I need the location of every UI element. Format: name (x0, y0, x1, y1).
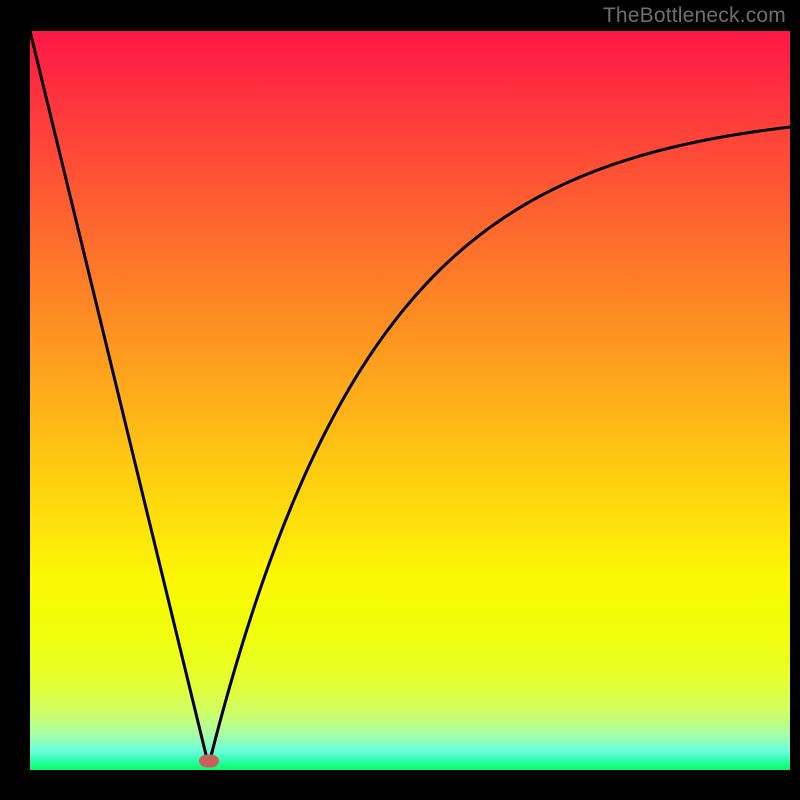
bottleneck-curve (30, 31, 790, 766)
curve-svg (30, 31, 790, 770)
minimum-marker (199, 755, 219, 768)
watermark-text: TheBottleneck.com (603, 4, 786, 28)
plot-area (30, 31, 790, 770)
